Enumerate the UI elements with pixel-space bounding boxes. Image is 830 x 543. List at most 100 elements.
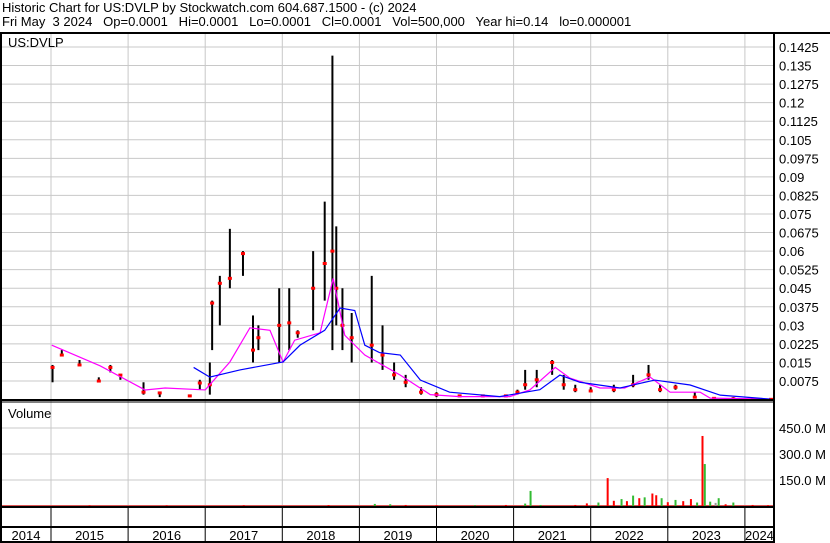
volume-bar <box>682 501 685 506</box>
close-marker <box>457 394 462 398</box>
volume-bar <box>612 500 615 506</box>
volume-bar <box>709 501 712 506</box>
close-marker <box>550 360 555 364</box>
y-tick-label: 0.03 <box>779 318 804 333</box>
volume-bar <box>242 505 245 506</box>
x-tick-label: 2014 <box>12 528 41 543</box>
x-tick-label: 2015 <box>75 528 104 543</box>
y-tick-label: 0.0525 <box>779 263 819 278</box>
close-marker <box>217 281 222 285</box>
y-tick-label: 0.0975 <box>779 151 819 166</box>
volume-bar <box>655 495 658 506</box>
close-marker <box>210 301 215 305</box>
close-marker <box>573 388 578 392</box>
close-marker <box>251 348 256 352</box>
volume-bar <box>529 490 532 506</box>
x-tick-label: 2016 <box>152 528 181 543</box>
close-marker <box>403 380 408 384</box>
y-tick-label: 0.045 <box>779 281 812 296</box>
volume-bar <box>751 504 754 506</box>
x-tick-label: 2021 <box>538 528 567 543</box>
symbol-label: US:DVLP <box>8 35 64 50</box>
close-marker <box>96 379 101 383</box>
volume-bar <box>674 499 677 506</box>
y-tick-label: 0.1125 <box>779 114 818 129</box>
close-marker <box>197 381 202 385</box>
volume-bar <box>597 502 600 506</box>
volume-bar <box>724 504 727 506</box>
volume-bar <box>373 503 376 506</box>
close-marker <box>588 389 593 393</box>
x-tick-label: 2018 <box>306 528 335 543</box>
moving-average-long <box>193 307 771 400</box>
y-tick-label: 0.1425 <box>779 40 819 55</box>
volume-bar <box>327 505 330 506</box>
close-marker <box>59 353 64 357</box>
close-marker <box>419 390 424 394</box>
close-marker <box>108 365 113 369</box>
close-marker <box>534 378 539 382</box>
close-marker <box>227 276 232 280</box>
volume-bar <box>404 504 407 506</box>
close-marker <box>77 363 82 367</box>
close-marker <box>118 373 123 377</box>
y-tick-label: 0.0675 <box>779 226 819 241</box>
quote-summary: Fri May 3 2024 Op=0.0001 Hi=0.0001 Lo=0.… <box>2 14 632 29</box>
volume-tick-label: 300.0 M <box>779 447 826 462</box>
volume-bar <box>574 504 577 506</box>
close-marker <box>311 286 316 290</box>
volume-bar <box>504 504 507 506</box>
close-marker <box>141 390 146 394</box>
volume-bar <box>638 498 641 506</box>
close-marker <box>287 321 292 325</box>
y-tick-label: 0.09 <box>779 170 804 185</box>
close-marker <box>295 331 300 335</box>
volume-bar <box>651 493 654 506</box>
volume-bar <box>88 505 91 506</box>
volume-bar <box>524 503 527 506</box>
volume-bar <box>703 464 706 506</box>
y-tick-label: 0.0825 <box>779 188 819 203</box>
close-marker <box>330 249 335 253</box>
close-marker <box>256 336 261 340</box>
y-tick-label: 0.075 <box>779 207 812 222</box>
close-marker <box>157 391 162 395</box>
y-tick-label: 0.0375 <box>779 300 819 315</box>
volume-bar <box>606 478 609 506</box>
volume-bar <box>732 502 735 506</box>
volume-bar <box>625 501 628 506</box>
x-tick-label: 2023 <box>692 528 721 543</box>
volume-label: Volume <box>8 406 51 421</box>
close-marker <box>515 390 520 394</box>
y-tick-label: 0.135 <box>779 59 812 74</box>
volume-bar <box>474 505 477 506</box>
close-marker <box>646 373 651 377</box>
close-marker <box>369 343 374 347</box>
volume-bar <box>767 505 770 506</box>
close-marker <box>322 261 327 265</box>
y-tick-label: 0.12 <box>779 96 804 111</box>
y-tick-label: 0.0075 <box>779 374 819 389</box>
volume-bar <box>660 498 663 506</box>
y-tick-label: 0.1275 <box>779 77 819 92</box>
volume-bar <box>389 504 392 506</box>
volume-bar <box>696 502 699 506</box>
volume-bar <box>620 499 623 506</box>
volume-bar <box>717 498 720 506</box>
volume-tick-label: 150.0 M <box>779 473 826 488</box>
close-marker <box>380 353 385 357</box>
volume-bar <box>632 495 635 506</box>
close-marker <box>561 383 566 387</box>
x-tick-label: 2020 <box>461 528 490 543</box>
close-marker <box>187 394 192 398</box>
volume-bar <box>689 499 692 506</box>
y-tick-label: 0.015 <box>779 355 812 370</box>
chart-title: Historic Chart for US:DVLP by Stockwatch… <box>2 0 417 15</box>
close-marker <box>480 394 485 398</box>
volume-bar <box>539 504 542 506</box>
close-marker <box>611 388 616 392</box>
close-marker <box>392 373 397 377</box>
volume-bar <box>666 502 669 506</box>
volume-bar <box>701 435 704 506</box>
volume-bar <box>643 497 646 506</box>
